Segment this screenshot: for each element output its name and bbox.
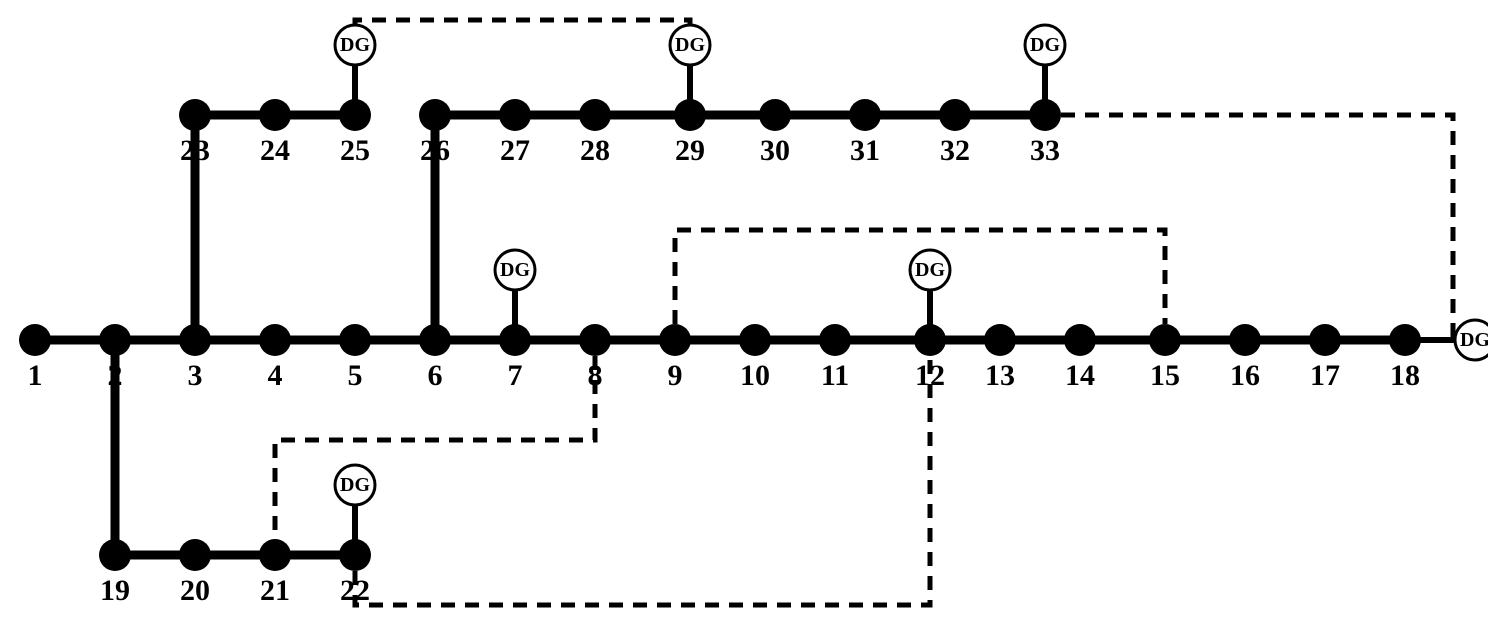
bus-node-24: [259, 99, 291, 131]
bus-label-15: 15: [1150, 359, 1180, 392]
bus-label-29: 29: [675, 134, 705, 167]
bus-label-18: 18: [1390, 359, 1420, 392]
dg-label-22: DG: [340, 474, 370, 496]
bus-label-13: 13: [985, 359, 1015, 392]
dg-label-29: DG: [675, 34, 705, 56]
dg-label-33: DG: [1030, 34, 1060, 56]
dg-label-18: DG: [1460, 329, 1488, 351]
bus-label-17: 17: [1310, 359, 1340, 392]
bus-label-1: 1: [28, 359, 43, 392]
bus-node-14: [1064, 324, 1096, 356]
bus-label-32: 32: [940, 134, 970, 167]
bus-node-31: [849, 99, 881, 131]
bus-label-20: 20: [180, 574, 210, 607]
bus-node-3: [179, 324, 211, 356]
tie-25-29: [355, 20, 690, 99]
bus-node-5: [339, 324, 371, 356]
feeder-edges-layer: [35, 115, 1405, 555]
bus-label-2: 2: [108, 359, 123, 392]
bus-node-6: [419, 324, 451, 356]
bus-label-19: 19: [100, 574, 130, 607]
bus-node-4: [259, 324, 291, 356]
bus-node-12: [914, 324, 946, 356]
bus-label-22: 22: [340, 574, 370, 607]
bus-node-29: [674, 99, 706, 131]
bus-node-33: [1029, 99, 1061, 131]
bus-node-21: [259, 539, 291, 571]
bus-label-33: 33: [1030, 134, 1060, 167]
bus-label-5: 5: [348, 359, 363, 392]
bus-node-11: [819, 324, 851, 356]
bus-node-23: [179, 99, 211, 131]
bus-label-8: 8: [588, 359, 603, 392]
bus-label-6: 6: [428, 359, 443, 392]
bus-label-21: 21: [260, 574, 290, 607]
bus-label-16: 16: [1230, 359, 1260, 392]
bus-node-13: [984, 324, 1016, 356]
dg-label-25: DG: [340, 34, 370, 56]
bus-label-12: 12: [915, 359, 945, 392]
bus-label-24: 24: [260, 134, 290, 167]
bus-node-8: [579, 324, 611, 356]
bus-label-11: 11: [821, 359, 849, 392]
dg-label-12: DG: [915, 259, 945, 281]
bus-nodes-layer: [19, 99, 1421, 571]
bus-label-25: 25: [340, 134, 370, 167]
bus-label-10: 10: [740, 359, 770, 392]
bus-node-15: [1149, 324, 1181, 356]
dg-label-7: DG: [500, 259, 530, 281]
bus-node-19: [99, 539, 131, 571]
bus-node-9: [659, 324, 691, 356]
tie-22-12: [355, 356, 930, 605]
bus-label-4: 4: [268, 359, 283, 392]
bus-node-10: [739, 324, 771, 356]
bus-node-26: [419, 99, 451, 131]
bus-label-27: 27: [500, 134, 530, 167]
ieee33-network-diagram: DGDGDGDGDGDGDG12345678910111213141516171…: [0, 0, 1488, 624]
bus-node-2: [99, 324, 131, 356]
bus-node-28: [579, 99, 611, 131]
labels-layer: 1234567891011121314151617181920212223242…: [28, 134, 1421, 607]
bus-label-14: 14: [1065, 359, 1095, 392]
bus-label-7: 7: [508, 359, 523, 392]
bus-label-28: 28: [580, 134, 610, 167]
bus-label-3: 3: [188, 359, 203, 392]
bus-node-16: [1229, 324, 1261, 356]
bus-node-27: [499, 99, 531, 131]
bus-node-32: [939, 99, 971, 131]
bus-label-31: 31: [850, 134, 880, 167]
bus-node-22: [339, 539, 371, 571]
bus-node-7: [499, 324, 531, 356]
bus-node-1: [19, 324, 51, 356]
bus-label-9: 9: [668, 359, 683, 392]
bus-node-30: [759, 99, 791, 131]
bus-label-23: 23: [180, 134, 210, 167]
bus-node-17: [1309, 324, 1341, 356]
bus-node-25: [339, 99, 371, 131]
bus-node-18: [1389, 324, 1421, 356]
bus-node-20: [179, 539, 211, 571]
bus-label-26: 26: [420, 134, 450, 167]
bus-label-30: 30: [760, 134, 790, 167]
